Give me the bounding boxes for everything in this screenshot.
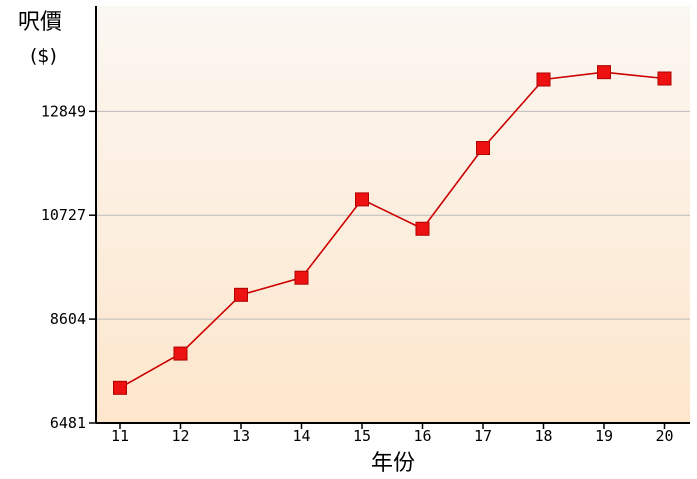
y-tick-label: 10727 xyxy=(41,206,86,224)
x-tick-label: 16 xyxy=(413,427,431,445)
data-point xyxy=(536,72,551,87)
y-axis-title: 呎價 xyxy=(18,10,62,35)
data-point xyxy=(415,221,430,236)
series-price xyxy=(113,65,672,395)
y-axis-unit: ($) xyxy=(30,45,57,67)
y-tick-label: 6481 xyxy=(50,414,86,432)
data-point xyxy=(597,65,611,80)
x-tick-label: 13 xyxy=(232,427,250,445)
series-line xyxy=(119,71,665,389)
x-tick-label: 18 xyxy=(534,427,552,445)
data-point xyxy=(355,192,369,207)
x-tick-label: 12 xyxy=(171,427,189,445)
x-axis-title: 年份 xyxy=(371,451,415,476)
y-tick-label: 12849 xyxy=(41,102,86,120)
y-tick-label: 8604 xyxy=(50,310,86,328)
data-point xyxy=(234,287,248,302)
x-tick-label: 11 xyxy=(111,427,129,445)
x-tick-label: 19 xyxy=(595,427,613,445)
x-tick-label: 20 xyxy=(655,427,673,445)
x-tick-label: 15 xyxy=(353,427,371,445)
data-point xyxy=(294,270,309,285)
data-point xyxy=(173,346,188,361)
data-point xyxy=(657,71,672,86)
data-point xyxy=(113,380,127,395)
x-axis-ticks: 11 12 13 14 15 16 17 18 19 20 xyxy=(111,423,674,445)
x-tick-label: 17 xyxy=(474,427,492,445)
y-axis-ticks: 6481 8604 10727 12849 xyxy=(41,102,96,432)
data-point xyxy=(476,141,490,156)
x-tick-label: 14 xyxy=(292,427,310,445)
